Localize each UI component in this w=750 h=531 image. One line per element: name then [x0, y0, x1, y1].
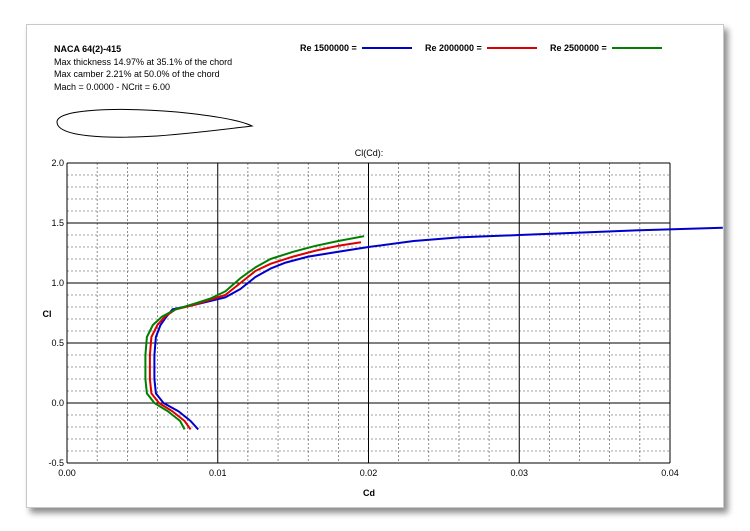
cl-cd-chart: 0.00 0.01 0.02 0.03 0.04-0.50.00.51.01.52.0 … — [43, 108, 723, 498]
flow-conditions: Mach = 0.0000 - NCrit = 6.00 — [54, 81, 171, 92]
polar-report-page: 0.00 0.01 0.02 0.03 0.04 -0.5 0.0 0.5 1.0 1.5 2.0 … — [26, 24, 724, 508]
legend-swatch — [361, 47, 412, 49]
legend-label: Re 2000000 = — [425, 43, 482, 53]
airfoil-name: NACA 64(2)-415 — [54, 44, 122, 54]
x-tick-label: 0.00 — [58, 468, 76, 478]
series-line-1 — [153, 226, 723, 431]
x-tick-label: 0.03 — [510, 468, 528, 478]
x-tick-label: 0.01 — [209, 468, 227, 478]
y-tick-label: 0.5 — [51, 338, 64, 348]
legend-swatch — [486, 47, 537, 49]
y-tick-label: 2.0 — [51, 158, 64, 168]
airfoil-camber: Max camber 2.21% at 50.0% of the chord — [54, 69, 220, 79]
legend-swatch — [611, 47, 662, 49]
legend-entry-re2500000: Re 2500000 = — [550, 43, 662, 53]
legend-label: Re 2500000 = — [550, 43, 607, 53]
airfoil-profile-icon — [56, 108, 254, 138]
series-line-2 — [148, 241, 362, 430]
y-tick-label: -0.5 — [48, 458, 64, 468]
x-tick-label: 0.04 — [661, 468, 679, 478]
legend-entry-re1500000: Re 1500000 = — [300, 43, 412, 53]
x-axis-label: Cd — [363, 488, 375, 498]
x-tick-label: 0.02 — [360, 468, 378, 478]
y-axis-label: Cl — [43, 309, 52, 319]
y-tick-label: 0.0 — [51, 398, 64, 408]
y-tick-label: 1.5 — [51, 218, 64, 228]
chart-title: Cl(Cd): — [355, 148, 384, 158]
legend-label: Re 1500000 = — [300, 43, 357, 53]
legend-entry-re2000000: Re 2000000 = — [425, 43, 537, 53]
series-line-3 — [144, 235, 365, 430]
airfoil-info: NACA 64(2)-415 Max thickness 14.97% at 3… — [54, 43, 232, 93]
airfoil-thickness: Max thickness 14.97% at 35.1% of the cho… — [54, 56, 233, 67]
y-tick-label: 1.0 — [51, 278, 64, 288]
